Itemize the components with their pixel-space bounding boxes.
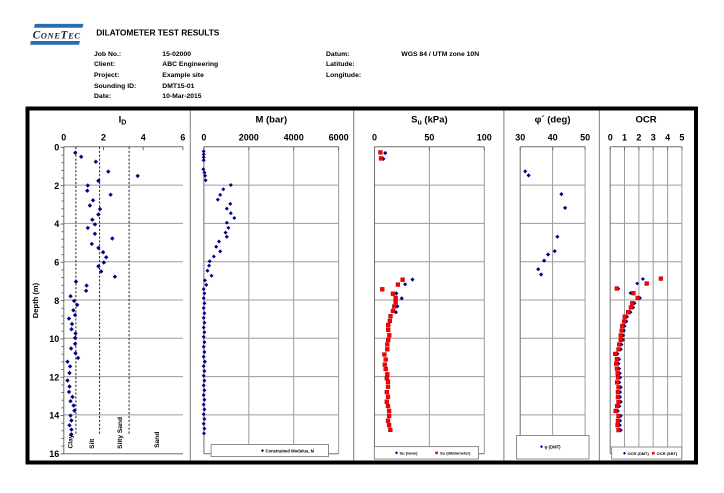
svg-text:Su (kPa): Su (kPa) bbox=[411, 114, 448, 126]
svg-text:40: 40 bbox=[548, 133, 558, 143]
svg-text:Sounding ID:: Sounding ID: bbox=[94, 83, 136, 90]
svg-text:0: 0 bbox=[372, 133, 377, 143]
svg-text:Clay: Clay bbox=[68, 434, 75, 448]
svg-text:16: 16 bbox=[49, 449, 59, 459]
svg-text:φ (DMT): φ (DMT) bbox=[545, 444, 562, 449]
svg-text:8: 8 bbox=[54, 296, 59, 306]
svg-text:Latitude:: Latitude: bbox=[326, 61, 355, 68]
svg-text:0: 0 bbox=[54, 143, 59, 153]
svg-text:3: 3 bbox=[651, 133, 656, 143]
svg-text:ABC Engineering: ABC Engineering bbox=[162, 61, 218, 68]
svg-text:12: 12 bbox=[49, 372, 59, 382]
svg-text:10: 10 bbox=[49, 334, 59, 344]
svg-text:6: 6 bbox=[180, 133, 185, 143]
svg-text:0: 0 bbox=[608, 133, 613, 143]
svg-text:50: 50 bbox=[424, 133, 434, 143]
svg-text:4: 4 bbox=[665, 133, 670, 143]
svg-text:Client:: Client: bbox=[94, 61, 115, 68]
svg-text:Su (dilatometer): Su (dilatometer) bbox=[440, 451, 471, 456]
svg-text:Example site: Example site bbox=[162, 72, 204, 79]
svg-text:Sand: Sand bbox=[154, 432, 161, 448]
svg-text:2: 2 bbox=[101, 133, 106, 143]
svg-text:Silty Sand: Silty Sand bbox=[117, 417, 124, 449]
svg-text:OCR: OCR bbox=[635, 114, 656, 125]
svg-text:Datum:: Datum: bbox=[326, 51, 349, 58]
svg-text:6000: 6000 bbox=[329, 133, 349, 143]
svg-text:DMT15-01: DMT15-01 bbox=[162, 83, 194, 90]
svg-text:Constrained Modulus, M: Constrained Modulus, M bbox=[266, 448, 315, 453]
svg-text:2: 2 bbox=[54, 181, 59, 191]
svg-text:OCR (DMT): OCR (DMT) bbox=[628, 451, 650, 456]
svg-text:φ´ (deg): φ´ (deg) bbox=[535, 114, 571, 125]
svg-text:M (bar): M (bar) bbox=[255, 114, 287, 125]
svg-text:OCR (SBT): OCR (SBT) bbox=[657, 451, 678, 456]
svg-text:DILATOMETER TEST RESULTS: DILATOMETER TEST RESULTS bbox=[96, 28, 219, 38]
svg-text:Depth (m): Depth (m) bbox=[31, 282, 40, 318]
svg-text:1: 1 bbox=[622, 133, 627, 143]
svg-text:0: 0 bbox=[61, 133, 66, 143]
svg-text:14: 14 bbox=[49, 411, 59, 421]
svg-text:0: 0 bbox=[201, 133, 206, 143]
svg-text:Silt: Silt bbox=[89, 438, 96, 449]
svg-text:4000: 4000 bbox=[284, 133, 304, 143]
svg-text:5: 5 bbox=[679, 133, 684, 143]
svg-text:2000: 2000 bbox=[239, 133, 259, 143]
svg-text:Date:: Date: bbox=[94, 93, 111, 100]
svg-text:Longitude:: Longitude: bbox=[326, 72, 361, 79]
svg-text:30: 30 bbox=[515, 133, 525, 143]
svg-text:Project:: Project: bbox=[94, 72, 119, 79]
svg-text:2: 2 bbox=[636, 133, 641, 143]
svg-text:100: 100 bbox=[477, 133, 492, 143]
svg-text:4: 4 bbox=[141, 133, 146, 143]
svg-text:10-Mar-2015: 10-Mar-2015 bbox=[162, 93, 202, 100]
svg-text:WGS 84 / UTM zone 10N: WGS 84 / UTM zone 10N bbox=[401, 51, 479, 58]
svg-text:6: 6 bbox=[54, 258, 59, 268]
svg-text:CONETEC: CONETEC bbox=[33, 29, 81, 41]
svg-text:15-02000: 15-02000 bbox=[162, 51, 191, 58]
svg-text:Su (vane): Su (vane) bbox=[400, 451, 419, 456]
svg-text:ID: ID bbox=[119, 114, 127, 126]
svg-text:4: 4 bbox=[54, 219, 59, 229]
svg-text:Job No.:: Job No.: bbox=[94, 51, 121, 58]
svg-text:50: 50 bbox=[580, 133, 590, 143]
